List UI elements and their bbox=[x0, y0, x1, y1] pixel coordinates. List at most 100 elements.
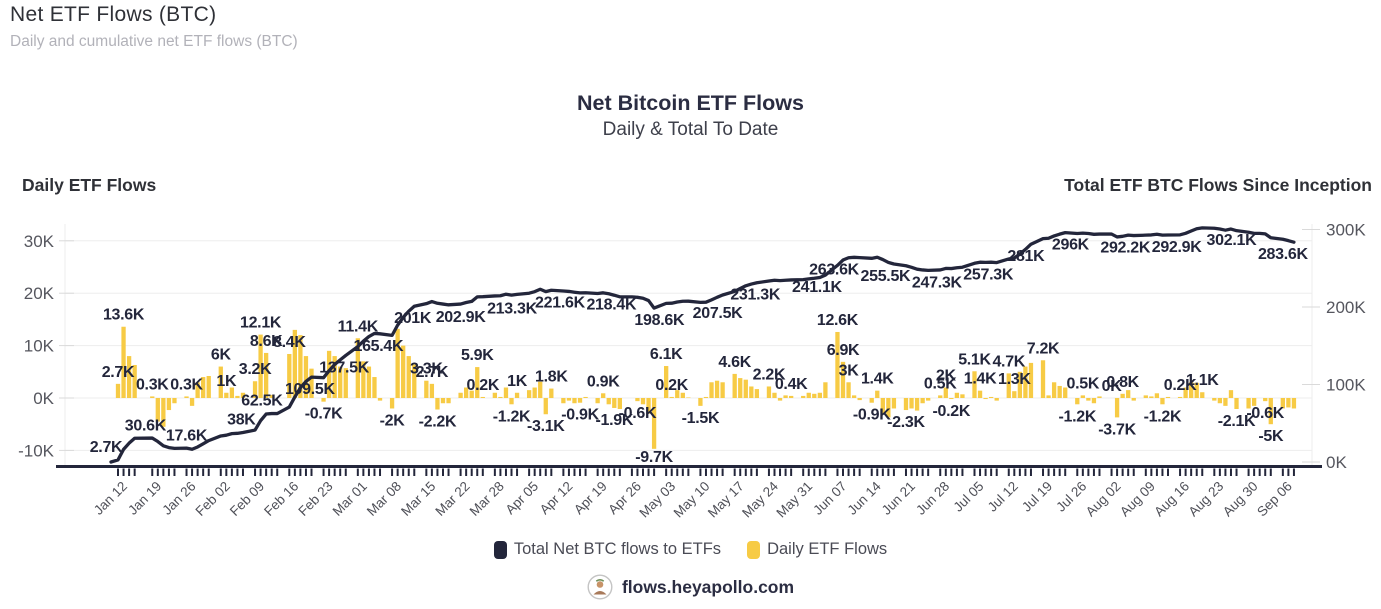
svg-text:202.9K: 202.9K bbox=[436, 309, 487, 326]
page-subtitle: Daily and cumulative net ETF flows (BTC) bbox=[10, 33, 298, 50]
svg-text:263.6K: 263.6K bbox=[809, 262, 860, 279]
footer: flows.heyapollo.com bbox=[0, 574, 1381, 600]
svg-text:May 24: May 24 bbox=[739, 478, 781, 520]
svg-text:-3.7K: -3.7K bbox=[1098, 421, 1136, 438]
svg-text:5.1K: 5.1K bbox=[958, 351, 991, 368]
svg-text:-5K: -5K bbox=[1258, 428, 1284, 445]
svg-text:281K: 281K bbox=[1007, 248, 1045, 265]
svg-text:17.6K: 17.6K bbox=[166, 427, 208, 444]
svg-text:109.5K: 109.5K bbox=[285, 381, 336, 398]
svg-text:0.4K: 0.4K bbox=[775, 376, 808, 393]
svg-text:0K: 0K bbox=[33, 389, 54, 408]
svg-text:292.9K: 292.9K bbox=[1152, 239, 1203, 256]
page-title: Net ETF Flows (BTC) bbox=[10, 3, 217, 26]
svg-text:May 31: May 31 bbox=[773, 479, 815, 521]
svg-text:0K: 0K bbox=[1326, 453, 1347, 472]
legend-swatch-daily-bars-icon bbox=[747, 540, 761, 559]
svg-text:1.8K: 1.8K bbox=[535, 369, 568, 386]
svg-text:0.5K: 0.5K bbox=[1067, 375, 1100, 392]
svg-text:0.3K: 0.3K bbox=[136, 376, 169, 393]
svg-text:6K: 6K bbox=[211, 347, 232, 364]
svg-text:12.6K: 12.6K bbox=[817, 312, 859, 329]
svg-text:2.7K: 2.7K bbox=[102, 364, 135, 381]
svg-text:Jun 21: Jun 21 bbox=[879, 479, 918, 518]
svg-text:218.4K: 218.4K bbox=[586, 297, 637, 314]
svg-text:10K: 10K bbox=[24, 337, 55, 356]
svg-text:Jul 19: Jul 19 bbox=[1019, 479, 1055, 515]
svg-text:7.2K: 7.2K bbox=[1027, 340, 1060, 357]
svg-text:Apr 19: Apr 19 bbox=[571, 479, 610, 518]
svg-text:Feb 16: Feb 16 bbox=[261, 479, 301, 519]
svg-text:213.3K: 213.3K bbox=[487, 301, 538, 318]
svg-text:Mar 01: Mar 01 bbox=[330, 479, 370, 519]
svg-text:241.1K: 241.1K bbox=[792, 279, 843, 296]
svg-text:-1.2K: -1.2K bbox=[493, 408, 531, 425]
svg-text:6.9K: 6.9K bbox=[827, 342, 860, 359]
svg-text:20K: 20K bbox=[24, 284, 55, 303]
svg-text:-0.9K: -0.9K bbox=[561, 407, 599, 424]
svg-text:-10K: -10K bbox=[18, 441, 55, 460]
svg-text:Jun 14: Jun 14 bbox=[845, 478, 885, 518]
svg-text:Mar 08: Mar 08 bbox=[364, 479, 404, 519]
svg-text:Jan 12: Jan 12 bbox=[91, 479, 130, 518]
svg-text:Feb 02: Feb 02 bbox=[193, 479, 233, 519]
svg-text:11.4K: 11.4K bbox=[338, 318, 379, 335]
svg-text:2K: 2K bbox=[936, 368, 957, 385]
svg-text:-2.1K: -2.1K bbox=[1218, 413, 1256, 430]
svg-text:0.9K: 0.9K bbox=[587, 373, 620, 390]
svg-text:0.8K: 0.8K bbox=[1106, 374, 1139, 391]
svg-text:May 17: May 17 bbox=[705, 479, 747, 521]
svg-text:Jan 19: Jan 19 bbox=[125, 479, 164, 518]
svg-text:May 03: May 03 bbox=[636, 479, 678, 521]
svg-text:0.2K: 0.2K bbox=[1164, 377, 1197, 394]
svg-text:-2.3K: -2.3K bbox=[887, 414, 925, 431]
svg-text:Apr 12: Apr 12 bbox=[537, 479, 576, 518]
svg-text:Feb 23: Feb 23 bbox=[295, 479, 335, 519]
svg-text:302.1K: 302.1K bbox=[1207, 232, 1258, 249]
svg-text:-0.2K: -0.2K bbox=[933, 403, 971, 420]
svg-text:3.2K: 3.2K bbox=[239, 361, 272, 378]
svg-text:1K: 1K bbox=[216, 373, 237, 390]
svg-text:-0.7K: -0.7K bbox=[305, 406, 343, 423]
svg-text:-3.1K: -3.1K bbox=[527, 418, 565, 435]
svg-text:Jan 26: Jan 26 bbox=[159, 479, 198, 518]
chart-title: Net Bitcoin ETF Flows bbox=[577, 91, 804, 115]
svg-text:3K: 3K bbox=[839, 362, 860, 379]
svg-text:1.4K: 1.4K bbox=[861, 371, 894, 388]
chart-subtitle: Daily & Total To Date bbox=[602, 119, 779, 140]
footer-site-link[interactable]: flows.heyapollo.com bbox=[621, 576, 795, 597]
svg-text:247.3K: 247.3K bbox=[912, 274, 963, 291]
svg-text:2.2K: 2.2K bbox=[753, 366, 786, 383]
svg-text:2.7K: 2.7K bbox=[90, 439, 123, 456]
svg-text:231.3K: 231.3K bbox=[730, 287, 781, 304]
svg-text:221.6K: 221.6K bbox=[535, 294, 586, 311]
svg-text:2.7K: 2.7K bbox=[416, 364, 449, 381]
svg-text:300K: 300K bbox=[1326, 221, 1366, 240]
legend-item-total-line[interactable]: Total Net BTC flows to ETFs bbox=[493, 540, 721, 559]
legend-item-daily-bars[interactable]: Daily ETF Flows bbox=[747, 540, 887, 559]
svg-text:Aug 23: Aug 23 bbox=[1186, 479, 1227, 520]
svg-text:12.1K: 12.1K bbox=[240, 315, 282, 332]
svg-text:Aug 30: Aug 30 bbox=[1220, 479, 1261, 520]
svg-text:100K: 100K bbox=[1326, 376, 1366, 395]
svg-text:Aug 02: Aug 02 bbox=[1083, 479, 1124, 520]
svg-text:4.7K: 4.7K bbox=[992, 353, 1025, 370]
svg-text:Mar 28: Mar 28 bbox=[467, 479, 507, 519]
svg-text:Mar 22: Mar 22 bbox=[432, 479, 472, 519]
svg-text:Mar 15: Mar 15 bbox=[398, 479, 438, 519]
svg-text:296K: 296K bbox=[1052, 237, 1090, 254]
heyapollo-logo-icon bbox=[587, 574, 613, 600]
svg-text:0.2K: 0.2K bbox=[466, 377, 499, 394]
svg-text:-1.5K: -1.5K bbox=[682, 410, 720, 427]
svg-text:1.3K: 1.3K bbox=[998, 371, 1031, 388]
svg-text:1.4K: 1.4K bbox=[964, 371, 997, 388]
svg-text:Jul 05: Jul 05 bbox=[951, 479, 987, 515]
svg-text:30.6K: 30.6K bbox=[125, 417, 167, 434]
svg-text:292.2K: 292.2K bbox=[1100, 240, 1151, 257]
svg-text:-0.6K: -0.6K bbox=[619, 405, 657, 422]
svg-text:-1.2K: -1.2K bbox=[1144, 408, 1182, 425]
svg-text:8.4K: 8.4K bbox=[273, 334, 306, 351]
svg-text:Jun 28: Jun 28 bbox=[913, 479, 952, 518]
